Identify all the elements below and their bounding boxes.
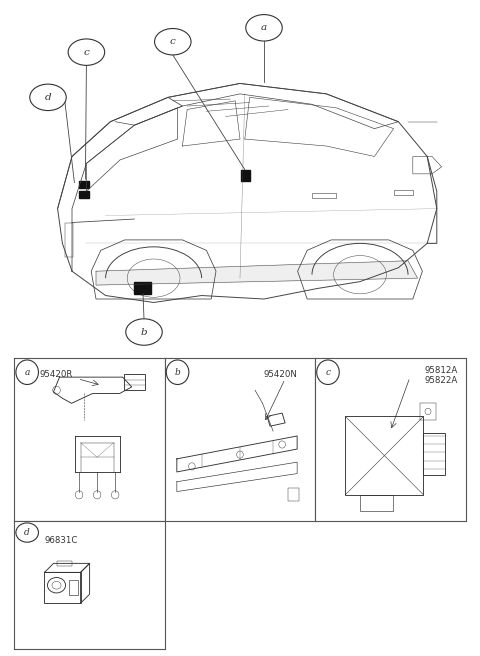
Text: c: c [325, 368, 331, 377]
Text: 96831C: 96831C [45, 537, 78, 545]
Bar [288, 488, 299, 501]
Text: b: b [175, 368, 180, 377]
Circle shape [246, 14, 282, 41]
Circle shape [126, 319, 162, 345]
Bar [241, 171, 250, 181]
Circle shape [16, 523, 38, 543]
Circle shape [16, 360, 38, 384]
Bar [124, 374, 145, 390]
Text: c: c [170, 37, 176, 46]
Bar [65, 222, 73, 257]
Text: d: d [45, 93, 51, 102]
Circle shape [166, 360, 189, 384]
Bar [360, 495, 394, 511]
Text: 95812A
95822A: 95812A 95822A [425, 365, 458, 385]
Text: b: b [141, 327, 147, 337]
Polygon shape [96, 260, 418, 285]
Bar [423, 433, 444, 475]
Bar [79, 192, 89, 198]
Text: a: a [24, 368, 30, 377]
Bar [79, 181, 89, 188]
Bar [345, 417, 423, 495]
Circle shape [317, 360, 339, 384]
Bar [134, 281, 151, 294]
Bar [394, 190, 413, 195]
Bar [57, 561, 72, 566]
Circle shape [30, 84, 66, 111]
Bar [69, 580, 78, 596]
Text: 95420N: 95420N [263, 370, 297, 379]
Circle shape [68, 39, 105, 66]
Text: a: a [261, 24, 267, 32]
Text: d: d [24, 528, 30, 537]
Text: 95420R: 95420R [40, 370, 73, 379]
Bar [45, 573, 81, 604]
Circle shape [155, 28, 191, 55]
Bar [420, 403, 435, 420]
Text: c: c [84, 48, 89, 56]
Bar [312, 193, 336, 198]
